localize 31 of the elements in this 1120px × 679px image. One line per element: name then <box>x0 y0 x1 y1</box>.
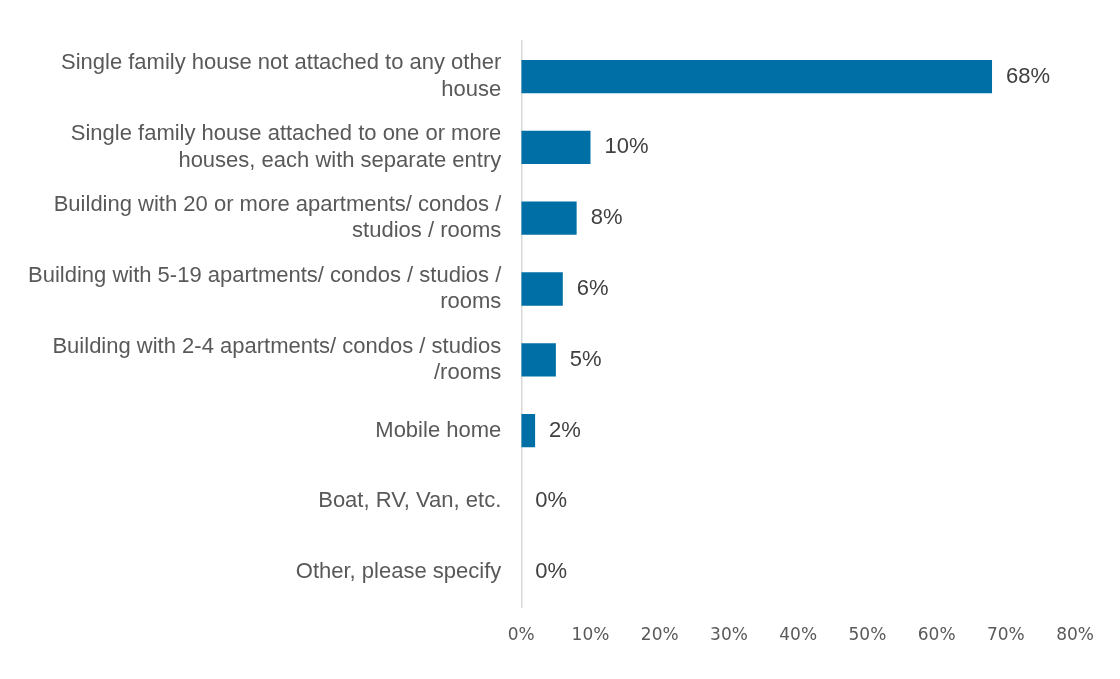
x-tick-label: 70% <box>986 624 1025 645</box>
data-label: 6% <box>576 275 609 301</box>
x-tick-label: 10% <box>571 624 610 645</box>
bar <box>521 343 556 377</box>
x-tick-label: 30% <box>710 624 748 645</box>
bar <box>521 130 591 165</box>
x-tick-label: 60% <box>917 624 956 645</box>
x-tick-label: 80% <box>1056 624 1095 645</box>
data-label: 0% <box>535 558 568 584</box>
y-tick-label: Building with 2-4 apartments/ condos / studios /rooms <box>52 332 502 385</box>
x-tick-label: 20% <box>640 624 679 645</box>
y-tick-label: Building with 5-19 apartments/ condos / studios / rooms <box>27 261 503 314</box>
data-label: 10% <box>604 133 649 159</box>
y-tick-label: Single family house not attached to any other house <box>60 49 502 101</box>
bar <box>521 59 993 94</box>
data-label: 0% <box>535 487 568 513</box>
y-tick-label: Single family house attached to one or more houses, each with separate entry <box>70 120 502 172</box>
x-tick-label: 50% <box>848 624 887 645</box>
data-label: 2% <box>549 416 581 442</box>
y-tick-label: Boat, RV, Van, etc. <box>318 487 502 513</box>
data-label: 8% <box>590 204 623 230</box>
bar <box>521 201 577 235</box>
x-tick-label: 40% <box>779 624 818 645</box>
data-label: 5% <box>569 345 602 371</box>
bar <box>521 413 536 448</box>
data-label: 68% <box>1006 62 1051 88</box>
y-tick-label: Mobile home <box>375 416 502 442</box>
bar <box>521 272 563 306</box>
x-tick-label: 0% <box>507 624 535 645</box>
y-tick-label: Other, please specify <box>295 558 502 584</box>
y-tick-label: Building with 20 or more apartments/ condos / studios / rooms <box>53 191 503 243</box>
